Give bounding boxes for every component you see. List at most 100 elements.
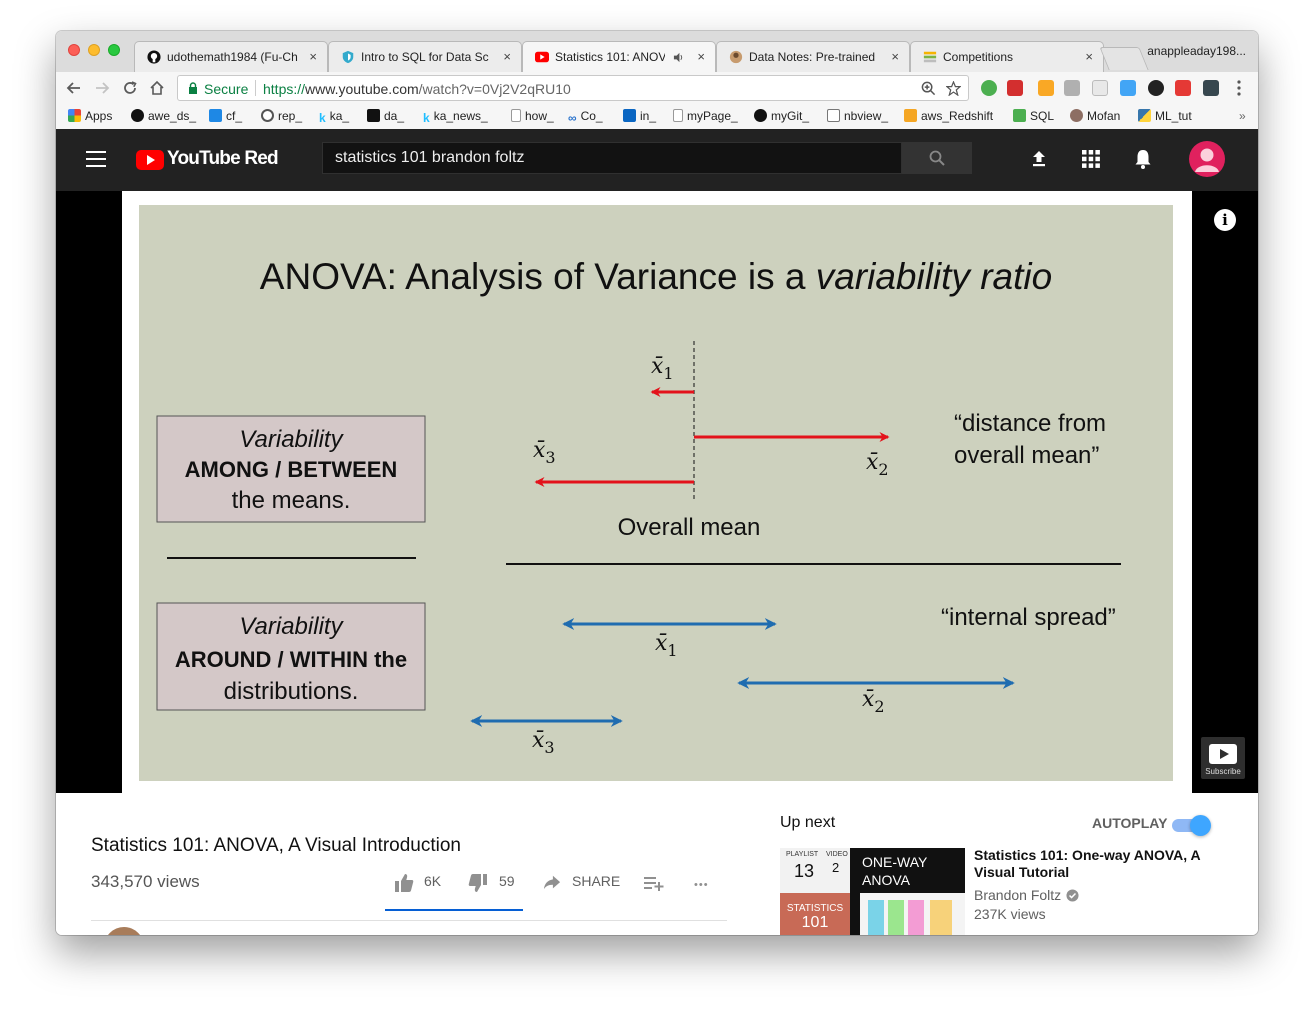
tab-datacamp[interactable]: Intro to SQL for Data Sc ×: [328, 41, 522, 72]
tab-close-icon[interactable]: ×: [503, 49, 511, 64]
info-icon[interactable]: i: [1214, 209, 1236, 231]
thumbs-down-icon[interactable]: [468, 873, 488, 893]
autoplay-toggle[interactable]: [1172, 815, 1212, 836]
tab-close-icon[interactable]: ×: [309, 49, 317, 64]
slide-title-italic: variability ratio: [816, 256, 1052, 297]
share-icon[interactable]: [542, 874, 562, 892]
bookmark-in[interactable]: in_: [623, 109, 656, 123]
extension-green-icon[interactable]: [981, 80, 997, 96]
mean-subscript: 2: [878, 460, 888, 479]
bookmark-ka[interactable]: k ka_: [319, 109, 349, 125]
speaker-icon[interactable]: [673, 52, 684, 63]
extension-github-icon[interactable]: [1148, 80, 1164, 96]
profile-name[interactable]: anappleaday198...: [1147, 44, 1246, 58]
address-bar[interactable]: Secure https://www.youtube.com/watch?v=0…: [177, 75, 969, 101]
extension-calc-icon[interactable]: [1092, 80, 1108, 96]
tab-close-icon[interactable]: ×: [1085, 49, 1093, 64]
mean-subscript: 1: [663, 364, 673, 383]
video-player[interactable]: ANOVA: Analysis of Variance is a variabi…: [56, 191, 1258, 793]
recommended-thumbnail[interactable]: PLAYLIST 13 VIDEO 2 STATISTICS 101 ONE-W…: [780, 848, 965, 935]
share-button[interactable]: SHARE: [572, 873, 621, 889]
secure-label: Secure: [204, 81, 249, 97]
forward-icon[interactable]: [94, 80, 110, 96]
youtube-logo-text[interactable]: YouTube Red: [167, 148, 279, 169]
upload-icon[interactable]: [1030, 150, 1048, 168]
tab-competitions[interactable]: Competitions ×: [910, 41, 1104, 72]
url-host: www.youtube.com: [305, 81, 419, 97]
kaggle-k-icon: k: [423, 111, 430, 125]
tab-close-icon[interactable]: ×: [697, 49, 705, 64]
bookmark-apps[interactable]: Apps: [68, 109, 112, 123]
home-icon[interactable]: [149, 80, 165, 96]
extension-dark-icon[interactable]: [1203, 80, 1219, 96]
bookmark-aws-redshift[interactable]: aws_Redshift: [904, 109, 993, 123]
zoom-icon[interactable]: [921, 81, 936, 96]
search-icon: [929, 150, 945, 166]
search-button[interactable]: [902, 142, 972, 174]
bookmarks-bar: Apps awe_ds_ cf_ rep_ k ka_ da_ k ka_news_…: [56, 105, 1258, 130]
thumb-video-number: 2: [832, 860, 840, 875]
extension-youtube-icon[interactable]: [1175, 80, 1191, 96]
bookmark-how[interactable]: how_: [511, 109, 554, 123]
like-count[interactable]: 6K: [424, 873, 442, 889]
bookmark-label: myGit_: [771, 109, 810, 123]
back-icon[interactable]: [66, 80, 82, 96]
subscribe-watermark[interactable]: Subscribe: [1201, 737, 1245, 779]
kaggle-avatar-icon: [729, 50, 743, 64]
dislike-count[interactable]: 59: [499, 873, 515, 889]
bookmark-sql[interactable]: SQL: [1013, 109, 1054, 123]
nbviewer-icon: [827, 109, 840, 122]
bookmark-mypage[interactable]: myPage_: [673, 109, 738, 123]
bookmark-mofan[interactable]: Mofan: [1070, 109, 1120, 123]
tab-github[interactable]: udothemath1984 (Fu-Ch ×: [134, 41, 328, 72]
github-icon: [754, 109, 767, 122]
thumbs-up-icon[interactable]: [394, 873, 414, 893]
extension-blue-icon[interactable]: [1120, 80, 1136, 96]
tab-kaggle-notes[interactable]: Data Notes: Pre-trained ×: [716, 41, 910, 72]
zoom-window-button[interactable]: [108, 44, 120, 56]
bookmark-awe-ds[interactable]: awe_ds_: [131, 109, 196, 123]
video-title: Statistics 101: ANOVA, A Visual Introduc…: [91, 835, 461, 856]
bookmark-nbview[interactable]: nbview_: [827, 109, 888, 123]
bookmark-mygit[interactable]: myGit_: [754, 109, 809, 123]
extension-book-icon[interactable]: [1007, 80, 1023, 96]
more-actions-icon[interactable]: •••: [694, 879, 709, 891]
apps-grid-icon: [68, 109, 81, 122]
search-box[interactable]: [322, 142, 902, 174]
apps-icon[interactable]: [1082, 150, 1100, 168]
url-path: /watch?v=0Vj2V2qRU10: [418, 81, 571, 97]
tab-close-icon[interactable]: ×: [891, 49, 899, 64]
bookmarks-overflow-icon[interactable]: »: [1239, 109, 1246, 123]
menu-icon[interactable]: [86, 151, 106, 167]
bookmark-da[interactable]: da_: [367, 109, 404, 123]
youtube-logo-icon[interactable]: [136, 150, 164, 170]
account-avatar[interactable]: [1189, 141, 1225, 177]
bookmark-cf[interactable]: cf_: [209, 109, 242, 123]
recommended-channel[interactable]: Brandon Foltz: [974, 887, 1079, 903]
new-tab-button[interactable]: [1099, 47, 1149, 70]
bookmark-ml-tut[interactable]: ML_tut: [1138, 109, 1192, 123]
bookmark-label: cf_: [226, 109, 243, 123]
bookmark-star-icon[interactable]: [946, 81, 961, 96]
add-to-playlist-icon[interactable]: [644, 876, 664, 892]
close-window-button[interactable]: [68, 44, 80, 56]
extension-python-icon[interactable]: [1038, 80, 1054, 96]
bookmark-ka-news[interactable]: k ka_news_: [423, 109, 488, 125]
recommended-title[interactable]: Statistics 101: One-way ANOVA, A Visual …: [974, 847, 1201, 880]
like-ratio-bar: [385, 909, 523, 911]
thumb-series-line1: STATISTICS: [786, 903, 844, 914]
thumb-chart-column: [888, 900, 904, 935]
github-icon: [131, 109, 144, 122]
tab-title: Data Notes: Pre-trained: [749, 50, 876, 64]
url-text[interactable]: https://www.youtube.com/watch?v=0Vj2V2qR…: [263, 81, 571, 97]
extension-gray-icon[interactable]: [1064, 80, 1080, 96]
channel-avatar[interactable]: [104, 927, 144, 935]
notifications-bell-icon[interactable]: [1134, 149, 1152, 169]
tab-youtube[interactable]: Statistics 101: ANOVA ×: [522, 41, 716, 72]
reload-icon[interactable]: [122, 80, 138, 96]
minimize-window-button[interactable]: [88, 44, 100, 56]
chrome-menu-icon[interactable]: [1237, 80, 1241, 96]
bookmark-rep[interactable]: rep_: [261, 109, 302, 123]
bookmark-co[interactable]: ∞ Co_: [568, 109, 603, 125]
search-input[interactable]: [323, 143, 901, 173]
